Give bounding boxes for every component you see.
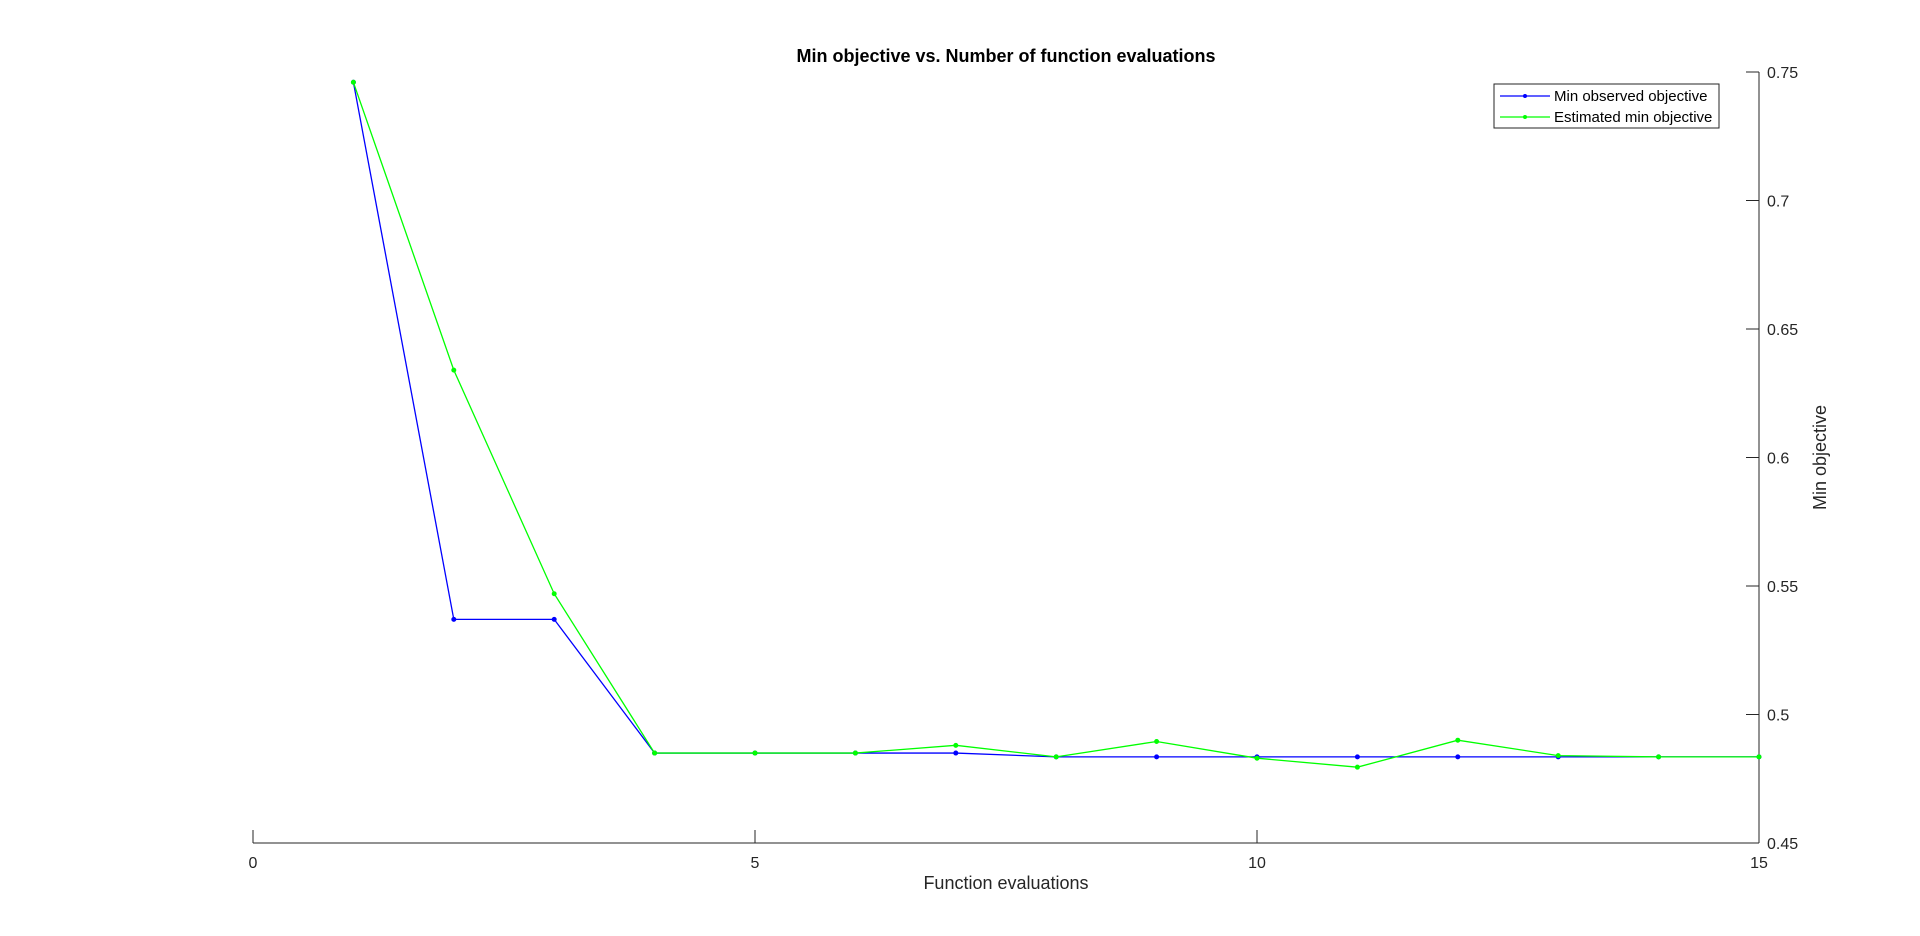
- data-point: [1656, 754, 1662, 760]
- x-tick-label: 10: [1248, 855, 1266, 872]
- data-point: [953, 742, 959, 748]
- y-tick-label: 0.55: [1767, 579, 1798, 596]
- data-point: [551, 591, 557, 597]
- y-tick-label: 0.5: [1767, 708, 1789, 725]
- y-tick-label: 0.6: [1767, 451, 1789, 468]
- data-point: [1154, 738, 1160, 744]
- y-axis-title: Min objective: [1810, 405, 1830, 510]
- legend-swatch-marker: [1523, 94, 1527, 98]
- x-tick-label: 5: [751, 855, 760, 872]
- legend-entry-label[interactable]: Estimated min objective: [1554, 109, 1712, 126]
- axes: 0 5 10 15 0.45 0.5 0.55 0.6 0.65 0.7 0.75: [249, 65, 1799, 872]
- y-tick-label: 0.45: [1767, 836, 1798, 853]
- data-point: [551, 616, 557, 622]
- y-tick-label: 0.7: [1767, 194, 1789, 211]
- data-point: [1053, 754, 1059, 760]
- data-point: [451, 616, 457, 622]
- legend-swatch-marker: [1523, 115, 1527, 119]
- series-line: [352, 82, 1759, 758]
- y-tick-label: 0.65: [1767, 322, 1798, 339]
- data-point: [953, 750, 959, 756]
- data-point: [1756, 754, 1762, 760]
- data-point: [1154, 754, 1160, 760]
- x-axis-title: Function evaluations: [923, 873, 1088, 893]
- legend[interactable]: Min observed objective Estimated min obje…: [1493, 83, 1720, 129]
- legend-entry-label[interactable]: Min observed objective: [1554, 88, 1707, 105]
- data-point: [1254, 755, 1260, 761]
- data-point: [1455, 737, 1461, 743]
- data-point: [1354, 764, 1360, 770]
- data-point: [752, 750, 758, 756]
- data-point: [1354, 754, 1360, 760]
- y-tick-label: 0.75: [1767, 65, 1798, 82]
- data-point: [852, 750, 858, 756]
- data-point: [451, 367, 457, 373]
- data-point: [1555, 753, 1561, 759]
- data-point: [652, 750, 658, 756]
- series-estimated-min: [350, 79, 1762, 770]
- legend-box: [1493, 83, 1720, 129]
- series-min-observed: [350, 79, 1762, 760]
- series-line: [352, 82, 1759, 768]
- series-layer: [350, 79, 1762, 770]
- data-point: [1455, 754, 1461, 760]
- x-tick-label: 0: [249, 855, 258, 872]
- x-tick-label: 15: [1750, 855, 1768, 872]
- chart-title: Min objective vs. Number of function eva…: [796, 46, 1215, 66]
- data-point: [350, 79, 356, 85]
